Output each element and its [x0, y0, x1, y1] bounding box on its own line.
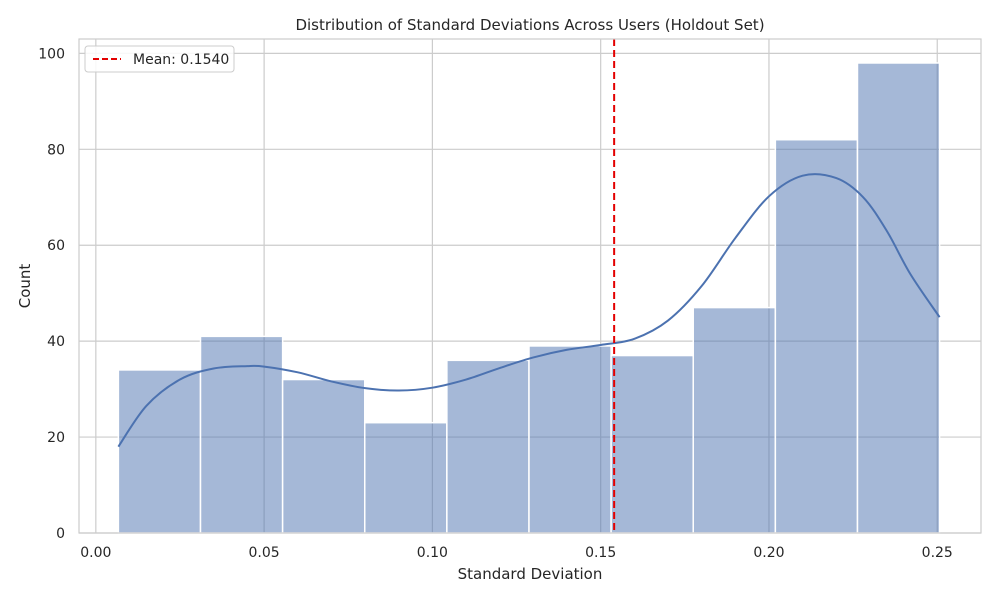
- legend-box: [84, 45, 235, 73]
- x-tick-label-0: 0.00: [80, 545, 111, 561]
- histogram-bar-0: [117, 369, 202, 534]
- x-tick-label-3: 0.15: [585, 545, 616, 561]
- y-tick-label-5: 100: [38, 46, 65, 62]
- histogram-bar-4: [446, 359, 530, 534]
- histogram-bar-7: [692, 306, 777, 534]
- x-tick-labels: 0.00 0.05 0.10 0.15 0.20 0.25: [80, 545, 953, 561]
- y-tick-label-2: 40: [47, 334, 65, 350]
- x-tick-label-1: 0.05: [249, 545, 280, 561]
- chart-title: Distribution of Standard Deviations Acro…: [295, 16, 764, 34]
- x-tick-label-5: 0.25: [922, 545, 953, 561]
- x-tick-label-2: 0.10: [417, 545, 448, 561]
- histogram-bar-6: [610, 354, 694, 534]
- legend: Mean: 0.1540: [84, 45, 235, 73]
- y-tick-label-1: 20: [47, 430, 65, 446]
- y-tick-label-4: 80: [47, 142, 65, 158]
- kde-curve-layer: [117, 173, 941, 448]
- x-axis-title: Standard Deviation: [458, 565, 603, 583]
- y-tick-label-0: 0: [56, 526, 65, 542]
- histogram-bar-2: [281, 378, 366, 534]
- kde-curve: [117, 173, 941, 448]
- histogram-bars: [117, 62, 941, 534]
- histogram-bar-3: [363, 421, 448, 534]
- y-tick-label-3: 60: [47, 238, 65, 254]
- plot-frame: [78, 38, 982, 534]
- y-tick-labels: 0 20 40 60 80 100: [38, 46, 65, 542]
- x-tick-label-4: 0.20: [753, 545, 784, 561]
- histogram-bar-8: [774, 138, 859, 534]
- histogram-bar-5: [528, 345, 612, 534]
- y-axis-title: Count: [16, 264, 34, 309]
- legend-mean-label: Mean: 0.1540: [133, 52, 229, 68]
